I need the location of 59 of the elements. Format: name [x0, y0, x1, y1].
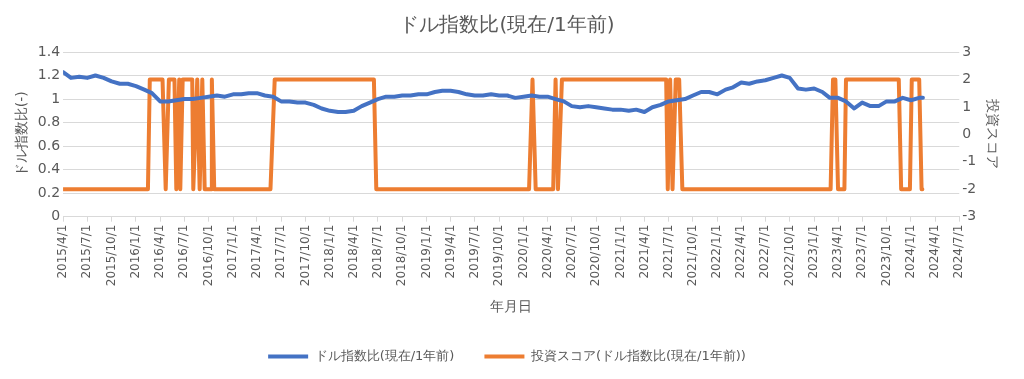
- x-tick-label: 2023/7/1: [854, 224, 869, 279]
- x-tick-label: 2020/10/1: [588, 224, 603, 287]
- x-tick-label: 2019/1/1: [418, 224, 433, 279]
- x-tick-label: 2017/1/1: [225, 224, 240, 279]
- x-tick-label: 2017/4/1: [249, 224, 264, 279]
- x-tick-label: 2021/10/1: [685, 224, 700, 287]
- y2-tick-label: -2: [962, 179, 977, 196]
- y2-tick-label: 1: [962, 97, 972, 114]
- y2-axis-title: 投資スコア: [984, 98, 1001, 170]
- x-tick-label: 2022/10/1: [781, 224, 796, 287]
- x-tick-label: 2015/4/1: [55, 224, 70, 279]
- x-tick-label: 2019/4/1: [442, 224, 457, 279]
- x-tick-label: 2024/4/1: [927, 224, 942, 279]
- x-tick-label: 2016/1/1: [128, 224, 143, 279]
- x-tick-label: 2020/1/1: [515, 224, 530, 279]
- x-tick-label: 2023/1/1: [806, 224, 821, 279]
- y-tick-label: 1.4: [37, 42, 61, 59]
- y2-tick-label: -1: [962, 152, 977, 169]
- x-tick-label: 2015/7/1: [79, 224, 94, 279]
- x-tick-label: 2019/10/1: [491, 224, 506, 287]
- x-tick-label: 2022/4/1: [733, 224, 748, 279]
- legend-label: ドル指数比(現在/1年前): [314, 347, 455, 363]
- y-tick-label: 0.4: [37, 160, 61, 177]
- x-tick-label: 2020/7/1: [563, 224, 578, 279]
- legend-label: 投資スコア(ドル指数比(現在/1年前)): [529, 347, 746, 363]
- x-tick-label: 2015/10/1: [103, 224, 118, 287]
- x-tick-label: 2023/10/1: [878, 224, 893, 287]
- y-axis-title: ドル指数比(-): [13, 91, 30, 178]
- y-tick-label: 0: [51, 207, 61, 224]
- y-tick-label: 1.2: [37, 66, 61, 83]
- x-tick-label: 2018/10/1: [394, 224, 409, 287]
- y2-tick-label: 0: [962, 124, 972, 141]
- x-tick-label: 2018/7/1: [370, 224, 385, 279]
- x-tick-label: 2023/4/1: [830, 224, 845, 279]
- x-tick-label: 2024/1/1: [903, 224, 918, 279]
- y2-tick-label: -3: [962, 207, 977, 224]
- x-tick-label: 2016/4/1: [152, 224, 167, 279]
- x-tick-label: 2018/1/1: [322, 224, 336, 279]
- y2-tick-label: 2: [962, 70, 972, 87]
- x-tick-label: 2019/7/1: [466, 224, 481, 279]
- x-tick-label: 2024/7/1: [951, 224, 966, 279]
- chart-title: ドル指数比(現在/1年前): [399, 12, 615, 37]
- x-tick-label: 2021/4/1: [636, 224, 651, 279]
- x-tick-label: 2022/1/1: [709, 224, 724, 279]
- x-tick-label: 2020/4/1: [539, 224, 554, 279]
- x-tick-label: 2021/7/1: [660, 224, 675, 279]
- x-tick-label: 2018/4/1: [345, 224, 360, 279]
- x-tick-label: 2021/1/1: [612, 224, 627, 279]
- x-tick-label: 2022/7/1: [757, 224, 772, 279]
- x-tick-label: 2016/7/1: [176, 224, 191, 279]
- x-tick-label: 2016/10/1: [200, 224, 215, 287]
- y-tick-label: 0.2: [37, 183, 61, 200]
- x-tick-label: 2017/10/1: [297, 224, 312, 287]
- y-tick-label: 1: [51, 89, 61, 106]
- y-tick-label: 0.6: [37, 136, 61, 153]
- y2-tick-label: 3: [962, 42, 972, 59]
- y-tick-label: 0.8: [37, 113, 61, 130]
- x-tick-label: 2017/7/1: [273, 224, 288, 279]
- x-axis-title: 年月日: [490, 298, 533, 315]
